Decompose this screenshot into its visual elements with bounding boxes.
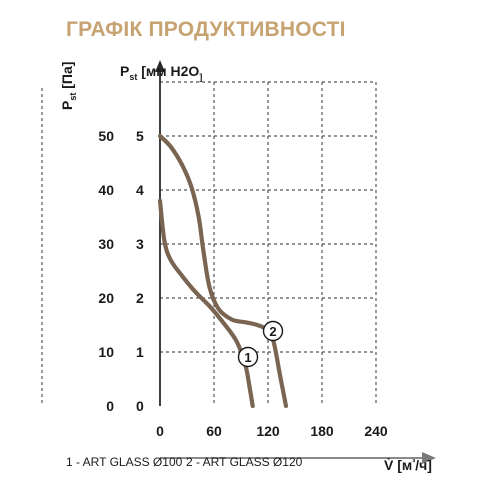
chart-title: ГРАФІК ПРОДУКТИВНОСТІ (66, 18, 346, 41)
y-axis-label-pa: Pst [Па] (59, 62, 78, 110)
series-marker-1 (237, 346, 259, 368)
y-tick-pa: 40 (98, 182, 114, 198)
y-tick-pa: 0 (106, 398, 114, 414)
y-tick-mm: 2 (136, 290, 144, 306)
series-marker-2 (262, 320, 284, 342)
y-axis-arrow (155, 60, 165, 72)
x-tick: 120 (256, 423, 280, 439)
x-tick: 60 (206, 423, 222, 439)
y-axis-label-mm: Pst [мм H2O] (120, 63, 202, 82)
y-tick-mm: 1 (136, 344, 144, 360)
x-axis-arrow (422, 452, 436, 464)
y-tick-pa: 10 (98, 344, 114, 360)
x-tick: 180 (310, 423, 334, 439)
y-tick-pa: 50 (98, 128, 114, 144)
y-tick-pa: 30 (98, 236, 114, 252)
legend-entry-1: 1 - ART GLASS Ø100 (66, 455, 183, 469)
y-tick-pa: 20 (98, 290, 114, 306)
legend-entry-2: 2 - ART GLASS Ø120 (186, 455, 303, 469)
y-tick-mm: 5 (136, 128, 144, 144)
series-label-2: 2 (269, 324, 276, 339)
x-axis-label: V̇ [м³/ч] (384, 457, 432, 473)
x-tick: 0 (156, 423, 164, 439)
y-tick-mm: 3 (136, 236, 144, 252)
series-label-1: 1 (244, 350, 251, 365)
x-tick: 240 (364, 423, 388, 439)
series-line-1 (157, 198, 255, 409)
y-tick-mm: 4 (136, 182, 144, 198)
y-tick-mm: 0 (136, 398, 144, 414)
